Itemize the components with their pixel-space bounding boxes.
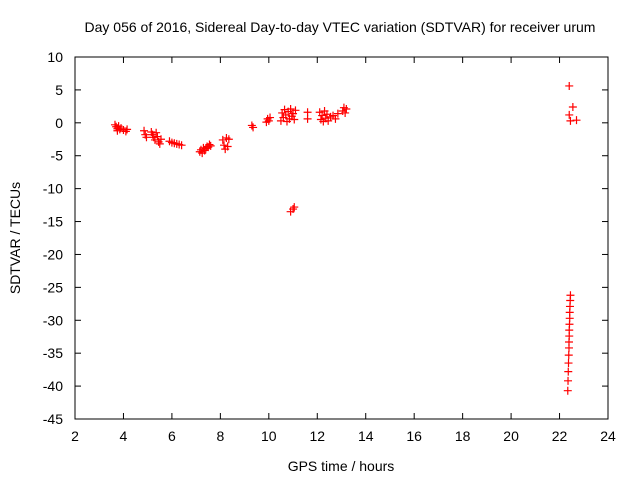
data-point (303, 108, 312, 117)
y-tick-label: -40 (43, 378, 63, 394)
x-axis: 2 4 6 8 10 12 14 16 18 20 22 24 (71, 57, 616, 444)
data-point (152, 128, 161, 137)
data-point (564, 376, 573, 385)
x-tick-label: 14 (358, 428, 374, 444)
y-tick-label: -15 (43, 214, 63, 230)
x-tick-label: 22 (552, 428, 568, 444)
data-point (289, 205, 298, 214)
data-point (572, 116, 581, 125)
x-tick-label: 18 (455, 428, 471, 444)
data-point (341, 108, 350, 117)
data-point (564, 343, 573, 352)
y-tick-label: -45 (43, 411, 63, 427)
data-point (155, 139, 164, 148)
x-tick-label: 2 (71, 428, 79, 444)
data-point (140, 126, 149, 135)
data-point (563, 386, 572, 395)
data-point (568, 103, 577, 112)
data-point (286, 104, 295, 113)
y-axis-title: SDTVAR / TECUs (7, 182, 23, 294)
x-tick-label: 16 (406, 428, 422, 444)
y-tick-label: -35 (43, 345, 63, 361)
data-point (342, 104, 351, 113)
data-point (249, 123, 258, 132)
y-tick-label: 5 (55, 82, 63, 98)
data-point (264, 116, 273, 125)
data-point (280, 105, 289, 114)
x-tick-label: 20 (503, 428, 519, 444)
data-point (331, 114, 340, 123)
y-axis: 10 5 0 -5 -10 -15 -20 -25 -30 -35 -40 -45 (43, 49, 608, 427)
chart-title: Day 056 of 2016, Sidereal Day-to-day VTE… (85, 19, 596, 35)
y-tick-label: 10 (47, 49, 63, 65)
data-point (121, 127, 130, 136)
y-tick-label: -20 (43, 246, 63, 262)
data-point (566, 116, 575, 125)
data-point (291, 106, 300, 115)
data-point (218, 135, 227, 144)
y-tick-label: -25 (43, 279, 63, 295)
data-point (290, 115, 299, 124)
data-point (564, 367, 573, 376)
data-point (123, 125, 132, 134)
data-point (142, 133, 151, 142)
x-tick-label: 8 (216, 428, 224, 444)
y-tick-label: -5 (51, 148, 64, 164)
y-tick-label: -30 (43, 312, 63, 328)
data-point (565, 110, 574, 119)
data-point (266, 113, 275, 122)
x-tick-label: 10 (261, 428, 277, 444)
data-point (206, 141, 215, 150)
data-point (247, 121, 256, 130)
data-point (564, 359, 573, 368)
x-tick-label: 4 (120, 428, 128, 444)
x-tick-label: 6 (168, 428, 176, 444)
data-point (564, 351, 573, 360)
data-point (290, 203, 299, 212)
x-tick-label: 24 (600, 428, 616, 444)
data-point (219, 141, 228, 150)
data-point (223, 142, 232, 151)
data-point (177, 141, 186, 150)
scatter-points (110, 81, 581, 395)
y-tick-label: -10 (43, 181, 63, 197)
y-tick-label: 0 (55, 115, 63, 131)
x-tick-label: 12 (309, 428, 325, 444)
data-point (224, 135, 233, 144)
x-axis-title: GPS time / hours (288, 458, 395, 474)
data-point (157, 135, 166, 144)
plot-area-border (74, 56, 609, 420)
data-point (333, 109, 342, 118)
data-point (565, 81, 574, 90)
data-point (115, 125, 124, 134)
data-point (205, 140, 214, 149)
